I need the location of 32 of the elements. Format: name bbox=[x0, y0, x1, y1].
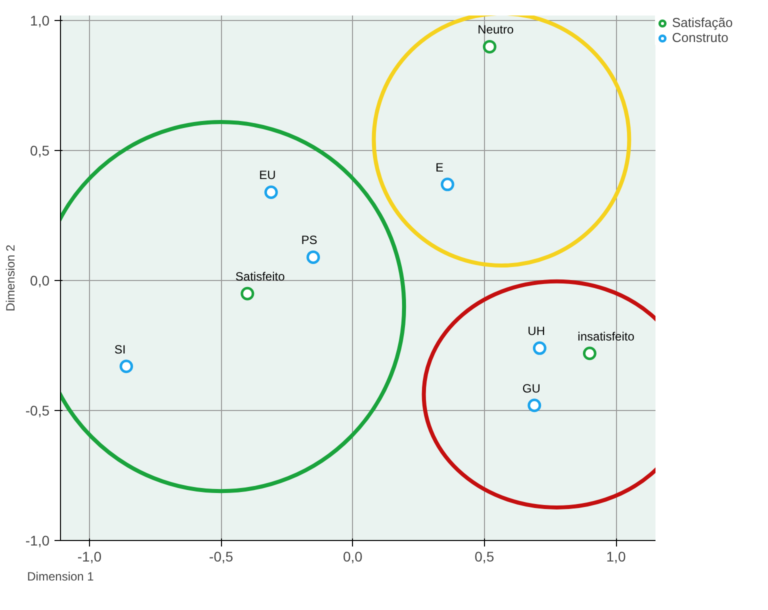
x-tick-label: 0,0 bbox=[343, 548, 363, 564]
annotation: EU bbox=[259, 168, 276, 182]
x-tick-label: 1,0 bbox=[606, 548, 626, 564]
annotation: PS bbox=[301, 233, 318, 248]
point bbox=[582, 346, 596, 360]
annotation: insatisfeito bbox=[578, 329, 635, 344]
point bbox=[120, 360, 134, 374]
x-tick-label: -1,0 bbox=[77, 548, 102, 564]
y-tick-label: -0,5 bbox=[25, 402, 50, 419]
x-tick-label: -0,5 bbox=[209, 548, 234, 564]
legend-label: Satisfação bbox=[672, 15, 733, 30]
y-tick-label: 0,5 bbox=[30, 142, 50, 159]
x-axis-title: Dimension 1 bbox=[27, 570, 94, 584]
annotation: Neutro bbox=[478, 22, 514, 37]
y-axis-title: Dimension 2 bbox=[3, 244, 18, 312]
point bbox=[482, 40, 496, 54]
point bbox=[532, 341, 546, 355]
y-tick-label: 0,0 bbox=[30, 272, 50, 289]
annotation: UH bbox=[528, 324, 546, 338]
point bbox=[440, 178, 454, 192]
x-tick-label: 0,5 bbox=[474, 548, 494, 564]
point bbox=[528, 398, 542, 412]
annotation: Satisfeito bbox=[235, 270, 286, 284]
y-tick-label: 1,0 bbox=[30, 12, 50, 29]
annotation: SI bbox=[114, 342, 126, 356]
annotation: E bbox=[436, 160, 444, 174]
point bbox=[306, 250, 320, 264]
annotation: GU bbox=[522, 381, 540, 396]
point bbox=[240, 286, 254, 300]
y-tick-label: -1,0 bbox=[25, 532, 50, 548]
point bbox=[264, 185, 278, 199]
legend-label: Construto bbox=[672, 30, 728, 45]
